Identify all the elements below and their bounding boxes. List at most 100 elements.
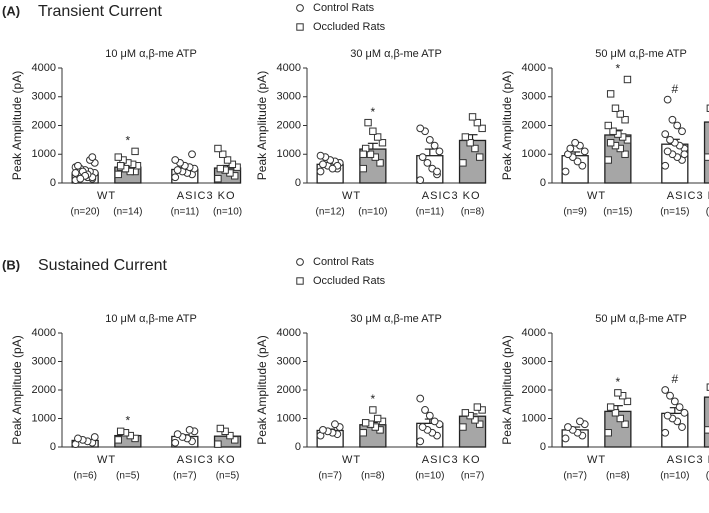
data-point bbox=[606, 90, 615, 98]
legend-label: Control Rats bbox=[313, 256, 375, 268]
significance-mark: # bbox=[671, 82, 678, 96]
data-point bbox=[316, 151, 325, 160]
data-point bbox=[228, 160, 237, 169]
data-point bbox=[416, 124, 425, 133]
data-point bbox=[131, 147, 139, 156]
data-point bbox=[561, 167, 570, 176]
n-label: (n=7) bbox=[706, 471, 709, 482]
n-label: (n=7) bbox=[563, 471, 587, 482]
n-label: (n=5) bbox=[216, 471, 240, 482]
n-label: (n=8) bbox=[361, 471, 385, 482]
data-point bbox=[188, 150, 196, 159]
data-point bbox=[223, 156, 232, 164]
data-point bbox=[673, 121, 682, 130]
data-point bbox=[114, 170, 122, 179]
n-label: (n=7) bbox=[318, 471, 342, 482]
group-label: ASIC3 KO bbox=[422, 190, 481, 202]
n-label: (n=10) bbox=[358, 207, 387, 218]
data-point bbox=[316, 167, 325, 176]
data-point bbox=[373, 133, 382, 141]
n-label: (n=14) bbox=[113, 207, 142, 218]
y-axis-label: Peak Amplitude (pA) bbox=[10, 71, 24, 180]
chart-title: 50 μM α,β-me ATP bbox=[595, 313, 687, 325]
significance-mark: * bbox=[371, 392, 376, 406]
n-label: (n=7) bbox=[706, 207, 709, 218]
significance-mark: * bbox=[126, 413, 131, 427]
y-tick-label: 1000 bbox=[32, 412, 56, 424]
data-point bbox=[418, 153, 427, 162]
data-point bbox=[430, 141, 439, 150]
data-point bbox=[416, 437, 425, 446]
data-point bbox=[425, 411, 434, 420]
data-point bbox=[606, 403, 615, 411]
data-point bbox=[623, 397, 632, 406]
data-point bbox=[214, 144, 222, 153]
group-label: WT bbox=[97, 190, 116, 202]
n-label: (n=8) bbox=[606, 471, 630, 482]
n-label: (n=10) bbox=[213, 207, 242, 218]
data-point bbox=[616, 110, 624, 118]
y-tick-label: 0 bbox=[295, 177, 301, 189]
n-label: (n=10) bbox=[660, 471, 689, 482]
y-axis-label: Peak Amplitude (pA) bbox=[10, 335, 24, 444]
group-label: WT bbox=[342, 190, 361, 202]
y-tick-label: 2000 bbox=[32, 119, 56, 131]
y-tick-label: 2000 bbox=[522, 119, 546, 131]
y-tick-label: 2000 bbox=[32, 384, 56, 396]
data-point bbox=[578, 161, 587, 170]
data-point bbox=[71, 169, 80, 177]
data-point bbox=[476, 153, 484, 161]
data-point bbox=[476, 420, 484, 428]
data-point bbox=[668, 115, 677, 124]
data-point bbox=[364, 118, 372, 127]
legend-marker bbox=[296, 258, 304, 266]
data-point bbox=[616, 414, 624, 423]
data-point bbox=[430, 417, 439, 426]
significance-mark: * bbox=[616, 62, 621, 76]
legend-marker bbox=[296, 277, 304, 285]
data-point bbox=[369, 406, 377, 414]
legend-label: Control Rats bbox=[313, 2, 375, 14]
data-point bbox=[171, 173, 180, 182]
y-tick-label: 1000 bbox=[277, 412, 301, 424]
data-point bbox=[678, 127, 686, 136]
significance-mark: * bbox=[616, 375, 621, 389]
n-label: (n=8) bbox=[461, 207, 485, 218]
y-tick-label: 2000 bbox=[277, 384, 301, 396]
data-point bbox=[74, 434, 82, 443]
data-point bbox=[675, 403, 684, 412]
data-point bbox=[473, 403, 482, 411]
data-point bbox=[564, 423, 572, 431]
data-point bbox=[219, 150, 227, 158]
n-label: (n=7) bbox=[173, 471, 197, 482]
data-point bbox=[604, 156, 612, 164]
data-point bbox=[418, 423, 427, 431]
data-point bbox=[666, 391, 674, 400]
data-point bbox=[663, 147, 672, 156]
n-label: (n=15) bbox=[660, 207, 689, 218]
data-point bbox=[611, 104, 620, 112]
y-tick-label: 1000 bbox=[522, 148, 546, 160]
y-tick-label: 4000 bbox=[277, 327, 301, 339]
n-label: (n=11) bbox=[416, 207, 444, 218]
data-point bbox=[416, 176, 425, 185]
data-point bbox=[604, 121, 612, 130]
data-point bbox=[328, 164, 337, 173]
data-point bbox=[609, 127, 617, 135]
data-point bbox=[231, 436, 239, 444]
data-point bbox=[661, 130, 670, 139]
n-label: (n=7) bbox=[461, 471, 485, 482]
data-point bbox=[621, 116, 629, 124]
significance-mark: * bbox=[371, 105, 376, 119]
data-point bbox=[661, 161, 670, 170]
data-point bbox=[214, 174, 222, 183]
n-label: (n=20) bbox=[71, 207, 100, 218]
data-point bbox=[435, 147, 444, 156]
y-tick-label: 3000 bbox=[277, 355, 301, 367]
data-point bbox=[433, 167, 441, 176]
data-point bbox=[173, 430, 182, 439]
y-tick-label: 3000 bbox=[277, 91, 301, 103]
data-point bbox=[90, 433, 99, 441]
data-point bbox=[173, 166, 182, 174]
